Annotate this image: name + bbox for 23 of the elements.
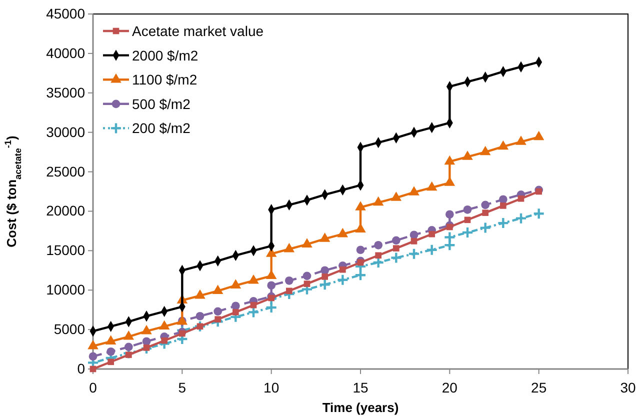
y-tick-label: 5000	[54, 321, 86, 338]
x-tick-label: 25	[531, 379, 547, 396]
y-tick-label: 0	[77, 360, 86, 376]
legend-label: Acetate market value	[132, 23, 264, 39]
x-tick-label: 5	[178, 379, 186, 396]
y-tick-label: 10000	[46, 282, 86, 298]
x-tick-label: 0	[89, 379, 98, 396]
y-tick-label: 30000	[46, 124, 86, 140]
x-tick-label: 20	[442, 379, 458, 396]
legend-label: 2000 $/m2	[132, 47, 198, 64]
y-tick-label: 45000	[46, 5, 86, 22]
y-tick-label: 40000	[46, 44, 86, 61]
y-tick-label: 20000	[46, 202, 86, 219]
x-tick-label: 15	[352, 379, 368, 396]
legend-label: 200 $/m2	[132, 120, 191, 136]
y-tick-label: 15000	[46, 242, 86, 258]
y-tick-label: 35000	[46, 84, 86, 100]
legend-label: 1100 $/m2	[132, 72, 198, 88]
y-tick-label: 25000	[46, 163, 86, 180]
x-axis-title: Time (years)	[322, 400, 399, 415]
legend-label: 500 $/m2	[132, 96, 191, 112]
x-tick-label: 30	[620, 379, 636, 396]
x-tick-label: 10	[264, 379, 280, 396]
